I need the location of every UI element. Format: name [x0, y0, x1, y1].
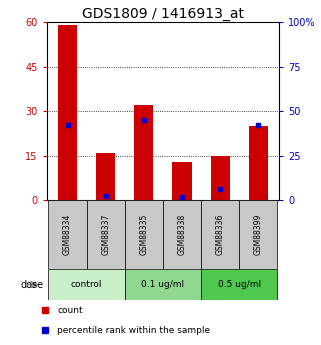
Bar — [48, 269, 125, 300]
Bar — [96, 153, 115, 200]
Text: dose: dose — [20, 280, 43, 289]
Bar — [125, 200, 163, 269]
Bar — [134, 105, 153, 200]
Bar — [125, 269, 201, 300]
Bar — [172, 161, 192, 200]
Bar — [239, 200, 277, 269]
Text: 0.5 ug/ml: 0.5 ug/ml — [218, 280, 261, 289]
Bar — [163, 200, 201, 269]
Title: GDS1809 / 1416913_at: GDS1809 / 1416913_at — [82, 7, 244, 21]
Bar — [58, 26, 77, 200]
Bar — [48, 200, 87, 269]
Text: 0.1 ug/ml: 0.1 ug/ml — [141, 280, 185, 289]
Text: count: count — [57, 306, 83, 315]
Text: GSM88338: GSM88338 — [178, 214, 187, 255]
Bar — [249, 126, 268, 200]
Text: percentile rank within the sample: percentile rank within the sample — [57, 326, 211, 335]
Text: GSM88399: GSM88399 — [254, 214, 263, 255]
Bar — [87, 200, 125, 269]
Bar — [201, 200, 239, 269]
Text: GSM88335: GSM88335 — [139, 214, 148, 255]
Text: GSM88334: GSM88334 — [63, 214, 72, 255]
Text: GSM88337: GSM88337 — [101, 214, 110, 255]
Bar — [211, 156, 230, 200]
Text: GSM88336: GSM88336 — [216, 214, 225, 255]
Text: control: control — [71, 280, 102, 289]
Bar — [201, 269, 277, 300]
